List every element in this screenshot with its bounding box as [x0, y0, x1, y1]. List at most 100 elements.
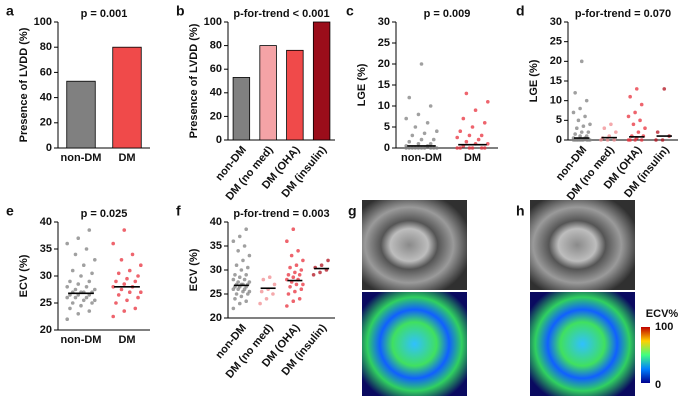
data-point [84, 247, 89, 251]
data-point [73, 252, 78, 257]
y-tick-label: 20 [210, 312, 222, 324]
data-point [458, 129, 463, 133]
data-point [575, 126, 579, 130]
data-point [244, 299, 248, 304]
data-point [579, 59, 584, 64]
y-tick-label: 15 [550, 75, 562, 87]
data-point [455, 146, 460, 150]
chart: a p = 0.001 Presence of LVDD (%) 0 20 40 60 80 1… [6, 3, 150, 164]
y-tick-label: 40 [40, 216, 52, 228]
y-tick-label: 40 [210, 216, 222, 228]
chart-title: p = 0.001 [81, 8, 128, 20]
colorbar-tick: 100 [655, 321, 673, 333]
data-point [576, 118, 581, 123]
data-point [431, 137, 436, 142]
data-point [571, 136, 576, 140]
data-point [467, 133, 472, 138]
data-point [413, 125, 418, 129]
data-point [65, 295, 69, 300]
chart-title: p-for-trend < 0.001 [233, 8, 329, 20]
data-point [237, 301, 242, 306]
data-point [294, 263, 299, 268]
data-point [111, 285, 115, 289]
data-point [76, 282, 81, 286]
data-point [422, 146, 427, 150]
data-point [84, 285, 89, 289]
data-point [628, 94, 632, 99]
mri-image [530, 200, 635, 290]
x-tick-label: non-DM [401, 152, 442, 164]
data-point [586, 130, 591, 134]
data-point [578, 106, 582, 111]
data-point [73, 295, 78, 300]
data-point [244, 227, 248, 231]
y-tick-label: 20 [40, 324, 52, 336]
x-tick-label: DM [464, 152, 481, 164]
y-tick-label: 10 [550, 95, 562, 107]
data-point [584, 98, 589, 103]
data-point [291, 299, 296, 304]
data-point [119, 287, 124, 292]
data-point [584, 134, 589, 138]
data-point [233, 297, 237, 301]
y-tick-label: 0 [216, 134, 222, 146]
y-tick-label: 10 [378, 100, 390, 112]
colorbar-title: ECV% [646, 308, 679, 320]
ecv-map [530, 292, 635, 396]
data-point [116, 293, 121, 297]
data-point [470, 146, 475, 150]
data-point [90, 301, 94, 305]
data-point [473, 108, 478, 112]
data-point [419, 62, 424, 66]
data-point [573, 91, 577, 95]
y-tick-label: 30 [550, 16, 562, 28]
panel-g-images [362, 200, 467, 396]
data-point [236, 249, 240, 253]
data-point [407, 146, 412, 150]
data-point [455, 135, 460, 140]
colorbar-tick: 0 [655, 379, 661, 391]
data-point [237, 275, 242, 280]
data-point [422, 131, 427, 136]
y-tick-label: 80 [210, 40, 222, 52]
data-point [93, 298, 97, 303]
data-point [662, 87, 667, 91]
y-tick-label: 25 [210, 288, 222, 300]
panel-label: c [346, 3, 354, 19]
y-tick-label: 40 [40, 92, 52, 104]
y-tick-label: 25 [378, 37, 390, 49]
data-point [571, 110, 576, 115]
bar [66, 80, 96, 149]
data-point [428, 104, 433, 108]
data-point [299, 287, 304, 292]
data-point [114, 301, 118, 305]
data-point [486, 100, 490, 104]
x-tick-label: non-DM [61, 334, 102, 346]
data-point [486, 142, 490, 146]
data-point [231, 306, 236, 311]
y-tick-label: 25 [550, 36, 562, 48]
data-point [241, 258, 245, 263]
data-point [579, 130, 584, 134]
data-point [326, 258, 330, 263]
data-point [119, 258, 124, 262]
data-point [458, 146, 463, 150]
y-tick-label: 15 [378, 79, 390, 91]
y-axis-label: Presence of LVDD (%) [188, 23, 200, 138]
data-point [578, 134, 582, 138]
data-point [634, 87, 639, 91]
data-point [291, 227, 296, 231]
data-point [245, 265, 250, 270]
data-point [65, 285, 69, 289]
y-axis-label: LGE (%) [528, 59, 540, 102]
data-point [93, 287, 97, 292]
data-point [425, 121, 430, 125]
data-point [264, 297, 269, 301]
data-point [258, 301, 262, 306]
data-point [136, 295, 140, 300]
chart: b p-for-trend < 0.001 Presence of LVDD (%)… [176, 3, 335, 203]
panel-label: g [348, 203, 357, 219]
data-point [81, 298, 86, 303]
data-point [286, 292, 291, 296]
data-point [609, 122, 613, 127]
